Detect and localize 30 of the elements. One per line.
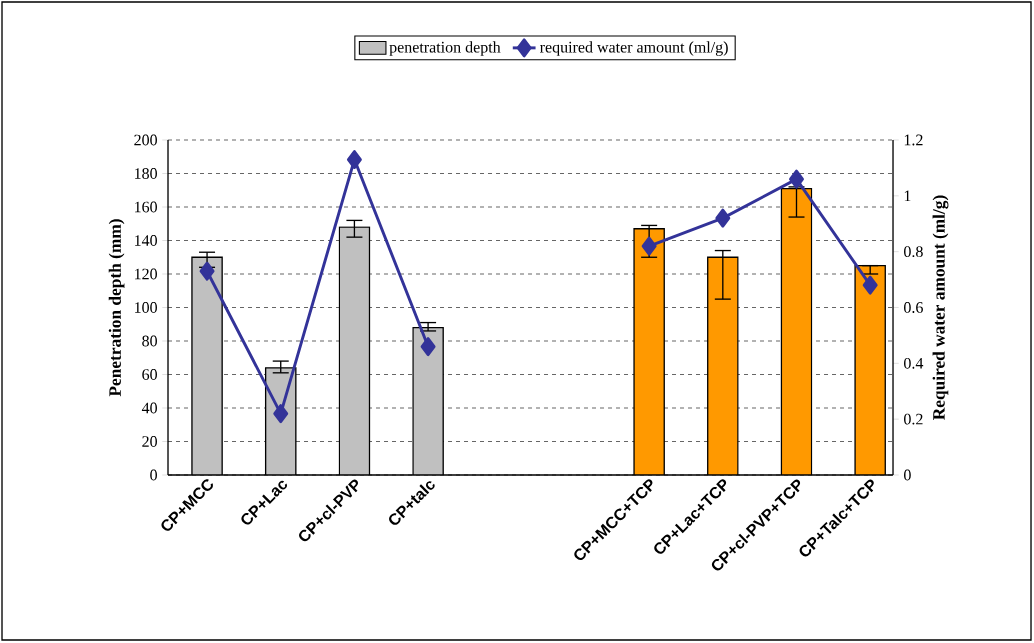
y-tick-label: 100 xyxy=(135,302,157,313)
legend-label: penetration depth xyxy=(389,41,501,56)
y-tick-label: 180 xyxy=(135,168,157,179)
y2-tick-label: 0.6 xyxy=(904,302,923,313)
y-tick-label: 0 xyxy=(150,469,157,481)
y2-tick-label: 1 xyxy=(904,190,911,202)
y-tick-label: 160 xyxy=(135,201,157,213)
y2-tick-label: 0.8 xyxy=(904,246,923,258)
y-tick-label: 120 xyxy=(135,268,157,280)
y2-axis-title: Required water amount (ml/g) xyxy=(932,195,949,420)
y2-tick-label: 0.4 xyxy=(904,357,924,369)
y-tick-label: 20 xyxy=(142,436,157,447)
y-tick-label: 40 xyxy=(141,402,157,414)
point xyxy=(346,150,362,170)
point xyxy=(273,404,289,424)
legend-label: required water amount (ml/g) xyxy=(540,41,728,56)
point xyxy=(420,337,436,357)
y-axis-title: Penetration depth (mm) xyxy=(108,219,125,397)
point xyxy=(789,169,804,189)
point xyxy=(641,236,657,256)
y-tick-label: 140 xyxy=(135,235,157,246)
point xyxy=(862,275,878,295)
point xyxy=(199,261,215,281)
y-tick-label: 80 xyxy=(142,335,157,347)
y-tick-label: 200 xyxy=(134,134,157,146)
y-tick-label: 60 xyxy=(142,369,157,380)
y2-tick-label: 0.2 xyxy=(904,413,923,425)
y2-tick-label: 0 xyxy=(904,469,911,481)
y2-tick-label: 1.2 xyxy=(904,134,923,146)
point xyxy=(715,208,731,228)
